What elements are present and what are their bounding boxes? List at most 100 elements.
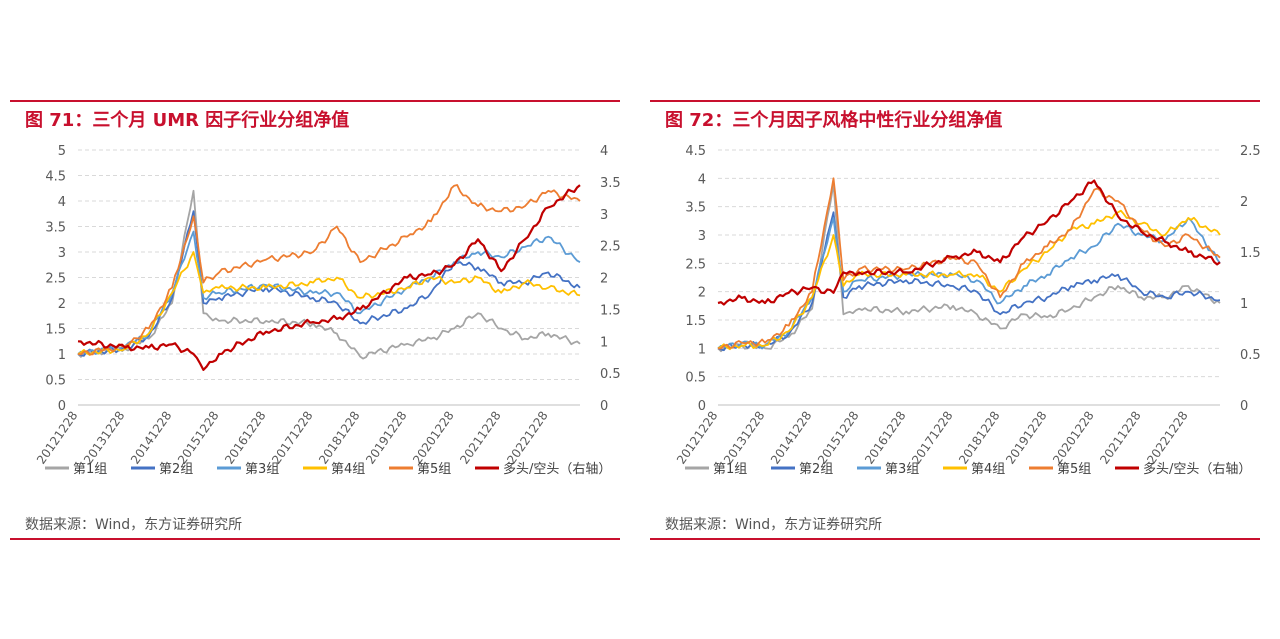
y2-tick-label: 0 [600,399,608,414]
x-tick-label: 20211228 [457,409,504,467]
legend-item: 多头/空头（右轴） [475,461,611,477]
figure-bottom-rule [650,538,1260,540]
figure-title: 图 71：三个月 UMR 因子行业分组净值 [25,110,350,131]
x-tick-label: 20121228 [674,409,721,467]
y-tick-label: 1.5 [685,314,706,329]
y-tick-label: 4 [698,172,706,187]
figure-source: 数据来源：Wind，东方证券研究所 [665,517,883,533]
y-tick-label: 0.5 [45,374,66,389]
x-tick-label: 20211228 [1097,409,1144,467]
y2-tick-label: 2 [600,272,608,287]
legend-label: 第3组 [885,462,919,477]
x-tick-label: 20131228 [721,409,768,467]
y-tick-label: 4.5 [685,144,706,159]
x-tick-label: 20121228 [34,409,81,467]
x-tick-label: 20181228 [316,409,363,467]
x-tick-label: 20191228 [1003,409,1050,467]
figure-top-rule [10,100,620,102]
y2-tick-label: 2.5 [600,240,620,255]
y-tick-label: 1 [58,348,66,363]
y-tick-label: 3 [58,246,66,261]
y-tick-label: 2.5 [685,257,706,272]
figure-title: 图 72：三个月因子风格中性行业分组净值 [665,110,1003,131]
series-line-2 [717,211,1221,352]
y2-tick-label: 2 [1240,195,1248,210]
x-tick-label: 20151228 [175,409,222,467]
figure-bottom-rule [10,538,620,540]
legend-item: 第3组 [857,462,919,477]
legend-item: 第2组 [771,462,833,477]
legend-label: 第2组 [159,462,193,477]
legend-item: 第4组 [303,462,365,477]
figure-72: 图 72：三个月因子风格中性行业分组净值 0 0.5 1 1.5 2 2.5 3 3.5 4 4.… [650,100,1260,540]
y-tick-label: 0.5 [685,371,706,386]
y-tick-label: 4.5 [45,170,66,185]
y-tick-label: 3 [698,229,706,244]
y-tick-label: 0 [698,399,706,414]
x-tick-label: 20141228 [768,409,815,467]
x-tick-label: 20201228 [410,409,457,467]
x-tick-label: 20191228 [363,409,410,467]
series-line-1 [717,183,1221,353]
legend-label: 多头/空头（右轴） [1143,461,1251,477]
y2-tick-label: 0 [1240,399,1248,414]
figure-71: 图 71：三个月 UMR 因子行业分组净值 0 0.5 1 1.5 2 2.5 3 3.5 4 4… [10,100,620,540]
figure-top-rule [650,100,1260,102]
chart-72: 0 0.5 1 1.5 2 2.5 3 3.5 4 4.5 0 0.5 1 1.5 2 2.5 20121228… [674,144,1260,477]
series-line-5 [717,177,1221,350]
y2-tick-label: 0.5 [1240,348,1260,363]
x-tick-label: 20171228 [269,409,316,467]
y2-tick-label: 1.5 [1240,246,1260,261]
x-tick-label: 20161228 [862,409,909,467]
x-tick-label: 20181228 [956,409,1003,467]
x-tick-label: 20161228 [222,409,269,467]
y-tick-label: 0 [58,399,66,414]
legend-label: 第1组 [73,462,107,477]
series-line-6 [77,184,581,371]
series-line-6 [717,179,1221,306]
y2-tick-label: 4 [600,144,608,159]
y2-tick-label: 3.5 [600,176,620,191]
series-line-5 [77,184,581,356]
legend-label: 第2组 [799,462,833,477]
x-tick-label: 20201228 [1050,409,1097,467]
x-tick-label: 20221228 [504,409,551,467]
figure-source: 数据来源：Wind，东方证券研究所 [25,517,243,533]
y-tick-label: 3.5 [685,201,706,216]
x-tick-label: 20151228 [815,409,862,467]
y2-tick-label: 1 [600,335,608,350]
y-tick-label: 3.5 [45,221,66,236]
legend-item: 第1组 [45,462,107,477]
series-line-4 [77,251,581,356]
legend-item: 多头/空头（右轴） [1115,461,1251,477]
legend-item: 第5组 [389,462,451,477]
y-tick-label: 5 [58,144,66,159]
legend-item: 第1组 [685,462,747,477]
legend-label: 第4组 [331,462,365,477]
y2-tick-label: 1 [1240,297,1248,312]
y2-tick-label: 0.5 [600,367,620,382]
legend-label: 第5组 [417,462,451,477]
legend-label: 第3组 [245,462,279,477]
chart-71: 0 0.5 1 1.5 2 2.5 3 3.5 4 4.5 5 0 0.5 1 1.5 2 2.5 3 3.5 4 20… [34,144,620,477]
y-tick-label: 2.5 [45,272,66,287]
legend-item: 第4组 [943,462,1005,477]
x-tick-label: 20171228 [909,409,956,467]
y2-tick-label: 2.5 [1240,144,1260,159]
x-tick-label: 20131228 [81,409,128,467]
legend-label: 第4组 [971,462,1005,477]
y-tick-label: 1 [698,342,706,357]
y2-tick-label: 1.5 [600,303,620,318]
legend-item: 第2组 [131,462,193,477]
x-tick-label: 20221228 [1144,409,1191,467]
series-line-3 [77,230,581,355]
y-tick-label: 2 [58,297,66,312]
legend-label: 多头/空头（右轴） [503,461,611,477]
legend-label: 第5组 [1057,462,1091,477]
y-tick-label: 4 [58,195,66,210]
y-tick-label: 1.5 [45,323,66,338]
x-tick-label: 20141228 [128,409,175,467]
legend-label: 第1组 [713,462,747,477]
y2-tick-label: 3 [600,208,608,223]
series-line-1 [77,189,581,360]
